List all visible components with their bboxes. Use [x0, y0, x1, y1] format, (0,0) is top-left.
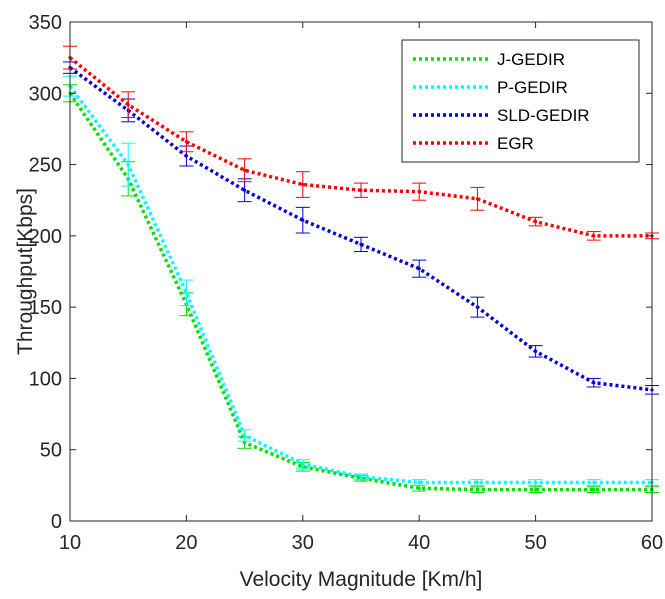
- legend-label: P-GEDIR: [497, 78, 568, 97]
- data-point: [301, 462, 305, 466]
- x-tick-label: 30: [292, 532, 314, 554]
- x-axis-label: Velocity Magnitude [Km/h]: [240, 568, 483, 591]
- data-point: [184, 291, 188, 295]
- axis-layer: 10 20 30 40 50 60 0 50 100 150 200 250 300 350: [29, 12, 664, 554]
- series-line: [68, 56, 652, 238]
- data-point: [243, 188, 247, 192]
- legend-item: P-GEDIR: [413, 78, 568, 97]
- data-point: [184, 140, 188, 144]
- x-tick-label: 20: [175, 532, 197, 554]
- data-point: [592, 234, 596, 238]
- legend-item: SLD-GEDIR: [413, 106, 590, 125]
- y-axis-label: Throughput[Kbps]: [14, 188, 37, 355]
- legend-label: SLD-GEDIR: [497, 106, 590, 125]
- legend-box: [401, 39, 640, 163]
- y-tick-label: 300: [29, 83, 62, 105]
- y-tick-label: 250: [29, 155, 62, 177]
- y-tick-label: 0: [51, 511, 62, 533]
- data-point: [126, 103, 130, 107]
- series-line: [68, 92, 652, 492]
- plot-frame: [69, 21, 653, 522]
- data-point: [126, 162, 130, 167]
- data-point: [359, 188, 363, 192]
- data-point: [243, 433, 247, 438]
- data-point: [301, 218, 305, 222]
- data-point: [592, 381, 596, 385]
- y-tick-label: 200: [29, 226, 62, 248]
- data-point: [417, 486, 421, 490]
- data-point: [475, 488, 479, 492]
- x-tick-label: 60: [641, 532, 663, 554]
- data-point: [359, 475, 363, 479]
- data-point: [475, 197, 479, 201]
- data-point: [417, 480, 421, 485]
- data-point: [243, 168, 247, 172]
- x-tick-label: 40: [408, 532, 430, 554]
- x-tick-label: 50: [524, 532, 546, 554]
- data-point: [184, 154, 188, 158]
- data-point: [534, 220, 538, 224]
- data-point: [417, 190, 421, 194]
- data-point: [475, 305, 479, 309]
- y-tick-label: 100: [29, 368, 62, 390]
- data-point: [592, 480, 596, 485]
- data-point: [359, 242, 363, 247]
- data-point: [592, 488, 596, 492]
- x-tick-label: 10: [59, 532, 81, 554]
- legend-item: J-GEDIR: [413, 50, 565, 69]
- legend: J-GEDIR P-GEDIR SLD-GEDIR EGR: [401, 39, 640, 163]
- data-point: [243, 440, 247, 445]
- y-tick-label: 50: [40, 440, 62, 462]
- legend-item: EGR: [413, 134, 534, 153]
- data-point: [417, 267, 421, 271]
- data-point: [534, 480, 538, 485]
- data-point: [301, 182, 305, 187]
- legend-label: J-GEDIR: [497, 50, 565, 69]
- data-point: [534, 349, 538, 353]
- y-tick-label: 350: [29, 12, 62, 34]
- legend-label: EGR: [497, 134, 534, 153]
- y-tick-label: 150: [29, 297, 62, 319]
- data-point: [534, 488, 538, 492]
- series-layer: [63, 45, 659, 493]
- data-point: [475, 480, 479, 485]
